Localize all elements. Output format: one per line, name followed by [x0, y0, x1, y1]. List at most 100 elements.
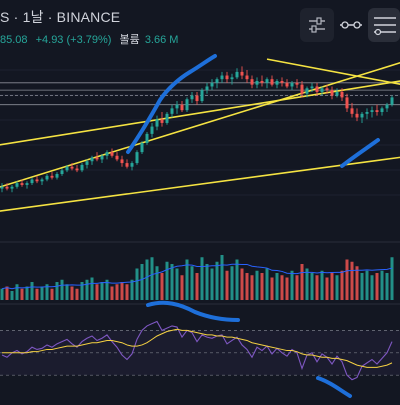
volume-bar	[355, 266, 359, 300]
candle-body	[325, 88, 329, 91]
volume-bar	[210, 268, 214, 300]
trendline	[0, 156, 400, 212]
volume-bar	[270, 277, 274, 300]
volume-bar	[335, 275, 339, 300]
candle-body	[290, 82, 294, 87]
volume-bar	[230, 266, 234, 300]
price-info: 85.08 +4.93 (+3.79%) 볼륨 3.66 M	[0, 31, 178, 47]
candle-body	[55, 174, 59, 178]
volume-bar	[40, 286, 44, 300]
volume-bar	[160, 273, 164, 300]
candle-body	[15, 183, 19, 187]
volume-bar	[80, 282, 84, 300]
candle-body	[165, 113, 169, 123]
volume-bar	[330, 273, 334, 300]
volume-bar	[120, 282, 124, 300]
candle-body	[310, 86, 314, 89]
drawing-tool-button[interactable]	[368, 8, 400, 42]
candle-body	[330, 90, 334, 96]
volume-bar	[15, 284, 19, 300]
candle-body	[10, 186, 14, 189]
candle-body	[80, 164, 84, 171]
volume-bar	[85, 279, 89, 300]
candle-body	[345, 97, 349, 109]
volume-bar	[260, 273, 264, 300]
volume-bar	[55, 282, 59, 300]
candle-body	[75, 168, 79, 171]
candle-body	[65, 166, 69, 171]
volume-label: 볼륨	[119, 34, 140, 46]
volume-bar	[95, 284, 99, 300]
volume-bar	[30, 282, 34, 300]
candle-body	[155, 119, 159, 127]
candle-body	[375, 110, 379, 112]
volume-bar	[200, 257, 204, 300]
freehand-annotation	[316, 376, 352, 398]
volume-bar	[285, 277, 289, 300]
volume-bar	[170, 264, 174, 300]
symbol-title: S · 1날 · BINANCE	[0, 9, 121, 25]
candle-body	[190, 95, 194, 100]
candle-body	[180, 104, 184, 111]
sliders-icon	[309, 17, 325, 33]
volume-bar	[20, 288, 24, 300]
volume-bar	[185, 259, 189, 300]
candle-body	[380, 108, 384, 112]
volume-bar	[310, 273, 314, 300]
freehand-annotation	[340, 138, 380, 168]
candle-body	[370, 110, 374, 112]
candle-body	[30, 179, 34, 184]
candle-body	[70, 166, 74, 169]
trendline	[266, 58, 400, 86]
candle-body	[260, 81, 264, 83]
volume-bar	[140, 264, 144, 300]
volume-bar	[380, 270, 384, 300]
candle-body	[300, 84, 304, 94]
candle-body	[285, 82, 289, 87]
volume-bar	[100, 282, 104, 300]
volume-bar	[245, 273, 249, 300]
volume-bar	[175, 268, 179, 300]
candle-body	[150, 126, 154, 134]
volume-bar	[135, 268, 139, 300]
candle-body	[105, 152, 109, 156]
volume-bar	[45, 284, 49, 300]
volume-bar	[280, 275, 284, 300]
volume-bar	[370, 275, 374, 300]
settings-button[interactable]	[300, 8, 334, 42]
volume-bar	[105, 279, 109, 300]
volume-bar	[5, 286, 9, 300]
volume-bar	[390, 257, 394, 300]
volume-bar	[25, 286, 29, 300]
volume-bar	[325, 277, 329, 300]
volume-bar	[350, 261, 354, 300]
candle-body	[95, 157, 99, 160]
volume-bar	[70, 286, 74, 300]
volume-bar	[195, 273, 199, 300]
trendline	[0, 80, 400, 146]
candle-body	[5, 186, 9, 189]
candle-body	[160, 119, 164, 123]
volume-bar	[340, 270, 344, 300]
volume-bar	[300, 264, 304, 300]
candle-body	[250, 79, 254, 85]
line-tool-button[interactable]	[334, 8, 368, 42]
candle-body	[295, 82, 299, 85]
volume-bar	[215, 261, 219, 300]
line-nodes-icon	[340, 21, 362, 29]
candle-body	[175, 104, 179, 109]
candle-body	[20, 183, 24, 185]
candle-body	[200, 90, 204, 102]
volume-bar	[0, 288, 4, 300]
volume-bar	[90, 277, 94, 300]
candle-body	[135, 152, 139, 164]
candle-body	[225, 75, 229, 80]
candle-body	[235, 71, 239, 78]
candle-body	[240, 71, 244, 76]
candle-body	[115, 155, 119, 160]
candle-body	[85, 161, 89, 165]
volume-bar	[65, 284, 69, 300]
volume-bar	[235, 259, 239, 300]
volume-bar	[35, 288, 39, 300]
